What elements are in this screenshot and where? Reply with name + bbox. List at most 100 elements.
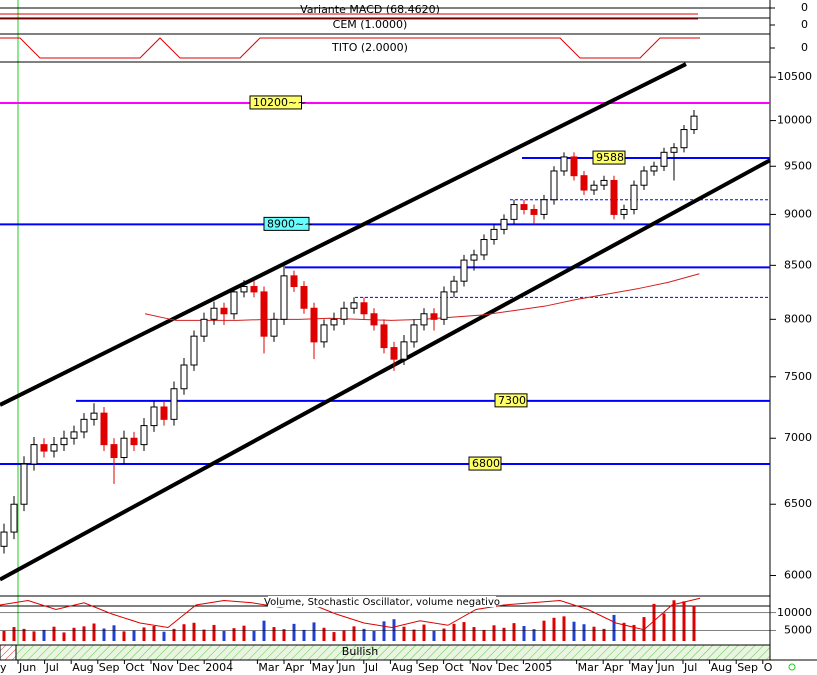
volume-bar [12, 627, 16, 641]
volume-bar [102, 628, 106, 641]
volume-bar [352, 626, 356, 641]
volume-bar [42, 629, 46, 641]
candle-body [560, 156, 568, 172]
volume-bar [572, 621, 576, 641]
y-tick-label: 7000 [784, 431, 812, 444]
candle-body [50, 444, 58, 452]
volume-bar [622, 622, 626, 641]
volume-bar [562, 616, 566, 641]
volume-bar [112, 625, 116, 641]
x-tick-label: Jun [656, 661, 674, 674]
volume-bar [2, 630, 6, 641]
candle-body [650, 165, 658, 172]
level-label: 8900~~ [267, 217, 313, 230]
volume-bar [482, 629, 486, 641]
candle-body [460, 259, 468, 282]
volume-bar [692, 605, 696, 641]
x-tick-label: Aug [711, 661, 732, 674]
candle-body [230, 291, 238, 315]
candle-body [310, 307, 318, 343]
volume-bar [32, 631, 36, 641]
volume-bar [522, 626, 526, 641]
volume-bar [682, 601, 686, 641]
volume-bar [292, 623, 296, 641]
candle-body [210, 307, 218, 320]
candle-body [600, 179, 608, 186]
volume-bar [142, 627, 146, 641]
candle-body [640, 170, 648, 186]
level-label-box [592, 150, 626, 165]
x-tick-label: Mar [258, 661, 279, 674]
y-tick-label: 10500 [777, 70, 812, 83]
volume-bar [532, 629, 536, 641]
x-tick-label: Aug [72, 661, 93, 674]
candle-body [250, 286, 258, 293]
volume-bar [342, 630, 346, 641]
x-tick-label: Oct [445, 661, 465, 674]
signal-label: Bullish [342, 645, 378, 658]
volume-bar [62, 632, 66, 641]
volume-bar [502, 627, 506, 641]
volume-bar [192, 622, 196, 641]
candle-body [100, 412, 108, 446]
candle-body [400, 341, 408, 360]
volume-title: Volume, Stochastic Oscillator, volume ne… [264, 597, 500, 608]
x-tick-label: Mar [578, 661, 599, 674]
y-tick-label: 8000 [784, 312, 812, 325]
volume-bar [302, 629, 306, 641]
volume-bar [202, 629, 206, 641]
volume-bar [322, 627, 326, 641]
volume-tick-label: 5000 [784, 624, 812, 637]
candle-body [150, 406, 158, 427]
candle-body [440, 291, 448, 320]
volume-bar [362, 628, 366, 641]
candle-body [490, 228, 498, 241]
volume-bar [92, 623, 96, 641]
candle-body [330, 318, 338, 326]
x-tick-label: Nov [152, 661, 174, 674]
volume-bar [252, 630, 256, 641]
indicator-label: TITO (2.0000) [331, 41, 408, 54]
candle-body [70, 431, 78, 439]
volume-bar [492, 625, 496, 641]
indicator-tick-label: 0 [801, 41, 808, 54]
candle-body [690, 115, 698, 131]
candle-body [680, 129, 688, 149]
candle-body [590, 184, 598, 191]
candle-body [530, 208, 538, 215]
x-tick-label: Apr [604, 661, 624, 674]
volume-bar [242, 625, 246, 641]
candle-body [220, 307, 228, 315]
volume-bar [332, 632, 336, 641]
level-label-box [249, 95, 302, 110]
candle-body [480, 239, 488, 256]
level-label: 7300 [498, 394, 526, 407]
candle-body [110, 444, 118, 459]
volume-bar [632, 624, 636, 641]
candle-body [670, 147, 678, 153]
volume-bar [372, 631, 376, 641]
x-tick-label: Jul [364, 661, 378, 674]
volume-bar [152, 626, 156, 641]
volume-bar [662, 613, 666, 641]
indicator-tick-label: 0 [801, 18, 808, 31]
level-label-box [494, 393, 528, 408]
level-label-box [263, 216, 310, 231]
volume-bar [582, 624, 586, 641]
signal-strip-start [0, 644, 17, 661]
candle-body [370, 313, 378, 326]
candle-body [520, 204, 528, 210]
candle-body [0, 531, 8, 547]
volume-bar [412, 629, 416, 641]
candle-body [30, 444, 38, 465]
y-tick-label: 6500 [784, 497, 812, 510]
volume-bar [392, 619, 396, 641]
indicator-tick-label: 0 [801, 1, 808, 14]
candle-body [260, 291, 268, 337]
x-tick-label: Sep [99, 661, 120, 674]
x-tick-label: 2005 [524, 661, 552, 674]
volume-bar [232, 628, 236, 641]
